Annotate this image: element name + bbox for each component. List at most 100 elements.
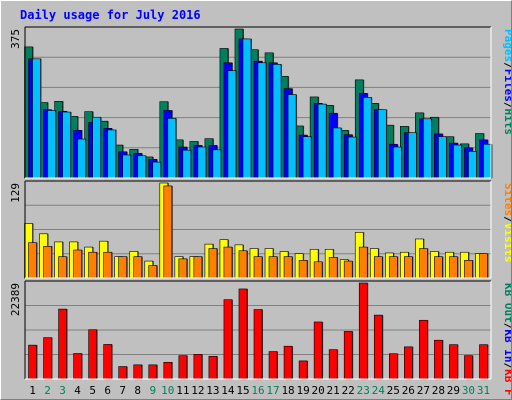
- x-tick-label: 12: [191, 384, 204, 397]
- bar-sites: [163, 185, 173, 279]
- bar-pages: [483, 143, 492, 179]
- bar-pages: [272, 64, 282, 179]
- bar-kb-f: [133, 364, 143, 380]
- bar-kb-f: [388, 353, 398, 380]
- x-tick-label: 8: [134, 384, 141, 397]
- bar-pages: [317, 103, 327, 179]
- bar-pages: [92, 116, 101, 179]
- legend-separator: /: [502, 323, 511, 330]
- bar-pages: [62, 111, 71, 179]
- bar-pages: [332, 127, 342, 179]
- x-tick-label: 15: [236, 384, 249, 397]
- bar-kb-f: [73, 353, 82, 380]
- bar-pages: [212, 149, 222, 179]
- legend-separator: /: [502, 363, 511, 370]
- x-tick-label: 24: [372, 384, 386, 397]
- legend-separator: /: [502, 216, 511, 223]
- bar-sites: [313, 261, 323, 279]
- bar-sites: [238, 250, 248, 279]
- bar-sites: [388, 256, 398, 279]
- bar-kb-f: [313, 321, 323, 380]
- legend-item: Pages: [502, 29, 511, 62]
- bar-kb-f: [479, 344, 488, 380]
- bar-pages: [32, 58, 41, 179]
- legend-item: Files: [502, 69, 511, 102]
- bar-pages: [362, 97, 372, 179]
- bar-sites: [148, 265, 158, 279]
- legend-item: KB F: [502, 369, 511, 396]
- bar-pages: [438, 136, 447, 179]
- bar-sites: [193, 256, 203, 279]
- x-tick-label: 21: [327, 384, 340, 397]
- x-tick-label: 27: [417, 384, 430, 397]
- x-tick-label: 10: [161, 384, 174, 397]
- y-axis-max-label: 129: [9, 183, 22, 203]
- bar-kb-f: [58, 308, 67, 380]
- bar-sites: [358, 246, 368, 279]
- bar-pages: [287, 94, 297, 179]
- bar-kb-f: [28, 344, 37, 380]
- x-tick-label: 6: [104, 384, 111, 397]
- bar-sites: [373, 256, 383, 279]
- bar-kb-f: [43, 337, 52, 380]
- bar-pages: [47, 110, 56, 179]
- bar-kb-f: [193, 354, 203, 380]
- bar-kb-f: [238, 288, 248, 380]
- x-tick-label: 13: [206, 384, 219, 397]
- x-tick-label: 18: [281, 384, 294, 397]
- bar-sites: [73, 249, 82, 279]
- x-tick-label: 30: [462, 384, 475, 397]
- x-tick-label: 9: [149, 384, 156, 397]
- x-tick-label: 5: [89, 384, 96, 397]
- bar-kb-f: [434, 339, 443, 380]
- bar-sites: [298, 260, 308, 279]
- x-tick-label: 2: [44, 384, 51, 397]
- x-tick-label: 7: [119, 384, 126, 397]
- bar-pages: [423, 118, 432, 179]
- bar-kb-f: [178, 355, 188, 380]
- bar-sites: [58, 256, 67, 279]
- x-tick-label: 20: [312, 384, 325, 397]
- x-tick-label: 29: [447, 384, 460, 397]
- bar-kb-f: [358, 282, 368, 380]
- x-tick-label: 22: [342, 384, 355, 397]
- bar-sites: [328, 257, 338, 279]
- bar-sites: [208, 248, 218, 279]
- x-tick-label: 16: [251, 384, 264, 397]
- legend-item: KB In: [502, 329, 511, 362]
- bar-kb-f: [208, 355, 218, 380]
- bar-kb-f: [88, 329, 97, 380]
- x-tick-label: 23: [357, 384, 370, 397]
- bar-sites: [28, 242, 37, 279]
- bar-sites: [133, 256, 143, 279]
- bar-kb-f: [404, 346, 413, 380]
- bar-sites: [479, 253, 488, 279]
- bar-kb-f: [283, 345, 293, 380]
- x-tick-label: 4: [74, 384, 81, 397]
- legend-kb: KB Out/KB In/KB F: [502, 283, 511, 396]
- x-tick-label: 17: [266, 384, 279, 397]
- bar-pages: [408, 132, 417, 179]
- bar-sites: [343, 260, 353, 279]
- bar-sites: [253, 256, 263, 279]
- bar-pages: [347, 136, 357, 179]
- bar-sites: [404, 256, 413, 279]
- bar-sites: [223, 246, 233, 279]
- bar-kb-f: [268, 351, 278, 380]
- bar-pages: [122, 154, 132, 179]
- x-tick-label: 3: [59, 384, 66, 397]
- legend-item: Hits: [502, 109, 511, 136]
- bar-pages: [152, 161, 162, 179]
- x-tick-label: 11: [176, 384, 189, 397]
- legend-separator: /: [502, 62, 511, 69]
- bar-pages: [182, 149, 192, 179]
- x-tick-label: 14: [221, 384, 235, 397]
- bar-kb-f: [419, 319, 428, 380]
- chart-title: Daily usage for July 2016: [20, 8, 201, 22]
- legend-separator: /: [502, 102, 511, 109]
- bar-pages: [392, 146, 402, 179]
- bar-pages: [167, 118, 177, 179]
- x-tick-label: 28: [432, 384, 445, 397]
- bar-pages: [257, 62, 267, 179]
